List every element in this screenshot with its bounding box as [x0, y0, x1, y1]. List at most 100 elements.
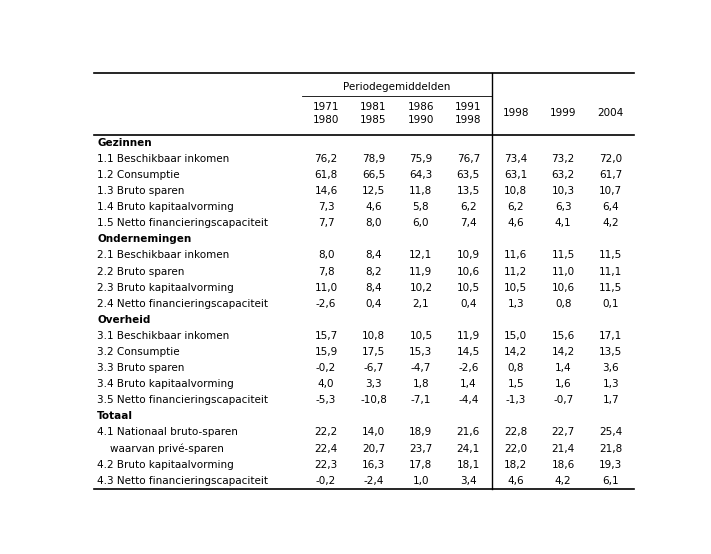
Text: 15,6: 15,6: [552, 331, 575, 341]
Text: 11,9: 11,9: [410, 266, 432, 276]
Text: 4,6: 4,6: [508, 218, 524, 228]
Text: 7,3: 7,3: [318, 202, 334, 212]
Text: 7,7: 7,7: [318, 218, 334, 228]
Text: 21,4: 21,4: [552, 444, 575, 454]
Text: 10,5: 10,5: [456, 283, 480, 293]
Text: 78,9: 78,9: [362, 154, 385, 164]
Text: 6,4: 6,4: [602, 202, 619, 212]
Text: 4,2: 4,2: [555, 476, 572, 486]
Text: 10,5: 10,5: [410, 331, 432, 341]
Text: 15,0: 15,0: [504, 331, 528, 341]
Text: 10,9: 10,9: [456, 250, 480, 260]
Text: 8,0: 8,0: [365, 218, 382, 228]
Text: 8,0: 8,0: [318, 250, 334, 260]
Text: 10,5: 10,5: [504, 283, 528, 293]
Text: 3,6: 3,6: [602, 363, 619, 373]
Text: 1,3: 1,3: [602, 379, 619, 389]
Text: 11,0: 11,0: [552, 266, 574, 276]
Text: 14,0: 14,0: [362, 428, 385, 438]
Text: -5,3: -5,3: [316, 395, 336, 406]
Text: 17,1: 17,1: [599, 331, 622, 341]
Text: 63,2: 63,2: [552, 170, 575, 180]
Text: 4,2: 4,2: [602, 218, 619, 228]
Text: 21,8: 21,8: [599, 444, 622, 454]
Text: 4,0: 4,0: [318, 379, 334, 389]
Text: 4,6: 4,6: [365, 202, 382, 212]
Text: -7,1: -7,1: [411, 395, 431, 406]
Text: -0,7: -0,7: [553, 395, 573, 406]
Text: 1,5: 1,5: [508, 379, 524, 389]
Text: -1,3: -1,3: [506, 395, 526, 406]
Text: 73,2: 73,2: [552, 154, 575, 164]
Text: 4,1: 4,1: [555, 218, 572, 228]
Text: waarvan privé-sparen: waarvan privé-sparen: [97, 443, 224, 454]
Text: 11,8: 11,8: [410, 186, 432, 196]
Text: 3.3 Bruto sparen: 3.3 Bruto sparen: [97, 363, 185, 373]
Text: 0,4: 0,4: [365, 299, 382, 309]
Text: 1,0: 1,0: [412, 476, 429, 486]
Text: 11,5: 11,5: [599, 283, 622, 293]
Text: 21,6: 21,6: [456, 428, 480, 438]
Text: 6,2: 6,2: [508, 202, 524, 212]
Text: -6,7: -6,7: [363, 363, 384, 373]
Text: 61,8: 61,8: [314, 170, 338, 180]
Text: 1,4: 1,4: [460, 379, 476, 389]
Text: 0,1: 0,1: [602, 299, 619, 309]
Text: -2,4: -2,4: [363, 476, 384, 486]
Text: 15,3: 15,3: [410, 347, 432, 357]
Text: Periodegemiddelden: Periodegemiddelden: [343, 82, 451, 92]
Text: 7,4: 7,4: [460, 218, 476, 228]
Text: 1.3 Bruto sparen: 1.3 Bruto sparen: [97, 186, 185, 196]
Text: 0,8: 0,8: [508, 363, 524, 373]
Text: 72,0: 72,0: [599, 154, 622, 164]
Text: 1,3: 1,3: [508, 299, 524, 309]
Text: Ondernemingen: Ondernemingen: [97, 234, 191, 244]
Text: 8,4: 8,4: [365, 250, 382, 260]
Text: 3,3: 3,3: [365, 379, 382, 389]
Text: -2,6: -2,6: [316, 299, 336, 309]
Text: 3.2 Consumptie: 3.2 Consumptie: [97, 347, 180, 357]
Text: 18,1: 18,1: [456, 460, 480, 470]
Text: 4,6: 4,6: [508, 476, 524, 486]
Text: 22,0: 22,0: [504, 444, 528, 454]
Text: 25,4: 25,4: [599, 428, 622, 438]
Text: 11,5: 11,5: [599, 250, 622, 260]
Text: 1971
1980: 1971 1980: [313, 102, 339, 125]
Text: 14,5: 14,5: [456, 347, 480, 357]
Text: 7,8: 7,8: [318, 266, 334, 276]
Text: 4.1 Nationaal bruto-sparen: 4.1 Nationaal bruto-sparen: [97, 428, 238, 438]
Text: -4,4: -4,4: [458, 395, 479, 406]
Text: 11,1: 11,1: [599, 266, 622, 276]
Text: 15,7: 15,7: [314, 331, 338, 341]
Text: 22,4: 22,4: [314, 444, 338, 454]
Text: 20,7: 20,7: [362, 444, 385, 454]
Text: 1,4: 1,4: [555, 363, 572, 373]
Text: 1.1 Beschikbaar inkomen: 1.1 Beschikbaar inkomen: [97, 154, 230, 164]
Text: 2004: 2004: [597, 109, 624, 119]
Text: 10,8: 10,8: [504, 186, 528, 196]
Text: 8,2: 8,2: [365, 266, 382, 276]
Text: 14,2: 14,2: [552, 347, 575, 357]
Text: 0,8: 0,8: [555, 299, 572, 309]
Text: 17,8: 17,8: [410, 460, 432, 470]
Text: -0,2: -0,2: [316, 476, 336, 486]
Text: -2,6: -2,6: [458, 363, 479, 373]
Text: 75,9: 75,9: [410, 154, 432, 164]
Text: 10,6: 10,6: [456, 266, 480, 276]
Text: 76,7: 76,7: [456, 154, 480, 164]
Text: 12,1: 12,1: [410, 250, 432, 260]
Text: 3.1 Beschikbaar inkomen: 3.1 Beschikbaar inkomen: [97, 331, 230, 341]
Text: 22,2: 22,2: [314, 428, 338, 438]
Text: 1999: 1999: [550, 109, 577, 119]
Text: 11,5: 11,5: [552, 250, 575, 260]
Text: 76,2: 76,2: [314, 154, 338, 164]
Text: 63,1: 63,1: [504, 170, 528, 180]
Text: Totaal: Totaal: [97, 412, 133, 422]
Text: 18,2: 18,2: [504, 460, 528, 470]
Text: 11,9: 11,9: [456, 331, 480, 341]
Text: 2.1 Beschikbaar inkomen: 2.1 Beschikbaar inkomen: [97, 250, 230, 260]
Text: Overheid: Overheid: [97, 315, 151, 325]
Text: 3.5 Netto financieringscapaciteit: 3.5 Netto financieringscapaciteit: [97, 395, 268, 406]
Text: Gezinnen: Gezinnen: [97, 138, 151, 148]
Text: 1.2 Consumptie: 1.2 Consumptie: [97, 170, 180, 180]
